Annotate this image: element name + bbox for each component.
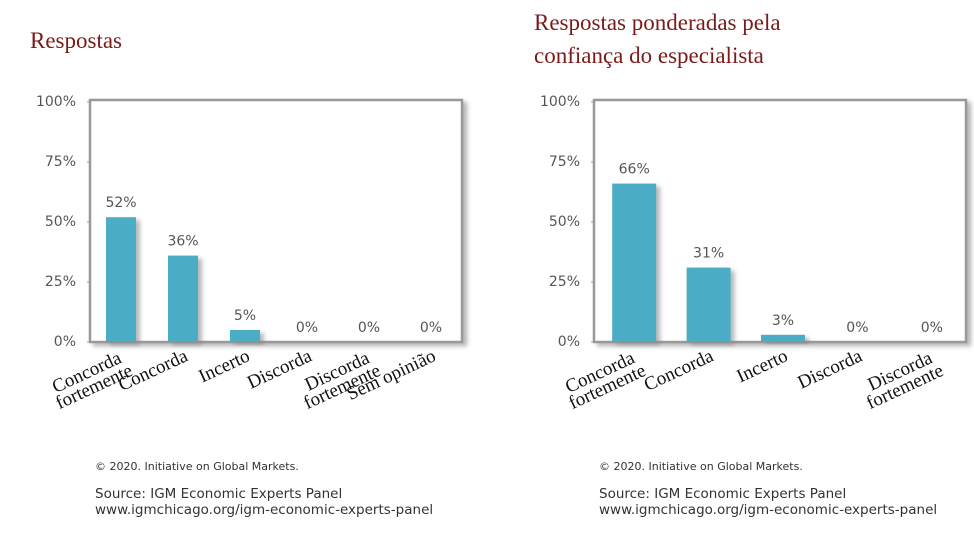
- bar: [106, 217, 136, 342]
- bar: [168, 255, 198, 342]
- chart-title: Respostas: [30, 28, 122, 53]
- chart-title: Respostas ponderadas pela confiança do e…: [534, 10, 786, 68]
- x-tick-label: Incerto: [733, 345, 791, 387]
- value-label: 0%: [921, 320, 943, 336]
- y-tick-label: 0%: [54, 334, 76, 350]
- value-label: 5%: [234, 308, 256, 324]
- y-tick-label: 25%: [549, 274, 580, 290]
- bar: [612, 183, 657, 342]
- source: Source: IGM Economic Experts Panel www.i…: [95, 486, 434, 518]
- y-tick-label: 50%: [45, 214, 76, 230]
- y-tick-label: 75%: [45, 154, 76, 170]
- y-tick-label: 25%: [45, 274, 76, 290]
- plot-box: [88, 98, 464, 344]
- x-tick-label: Concorda: [641, 345, 717, 395]
- y-tick-label: 50%: [549, 214, 580, 230]
- value-label: 36%: [167, 234, 198, 250]
- value-label: 0%: [296, 320, 318, 336]
- y-tick-label: 0%: [558, 334, 580, 350]
- value-label: 0%: [846, 320, 868, 336]
- value-label: 0%: [420, 320, 442, 336]
- value-label: 3%: [772, 313, 794, 329]
- value-label: 66%: [619, 162, 650, 178]
- bar: [686, 267, 731, 342]
- x-tick-label: Concorda fortemente: [559, 345, 649, 413]
- copyright: © 2020. Initiative on Global Markets.: [599, 460, 803, 473]
- source: Source: IGM Economic Experts Panel www.i…: [599, 486, 938, 518]
- bar: [230, 330, 260, 342]
- bar: [761, 334, 805, 342]
- y-tick-label: 100%: [36, 94, 76, 110]
- copyright: © 2020. Initiative on Global Markets.: [95, 460, 299, 473]
- x-tick-label: Discorda: [244, 345, 316, 393]
- y-tick-label: 75%: [549, 154, 580, 170]
- x-tick-label: Concorda: [115, 345, 191, 395]
- y-tick-label: 100%: [540, 94, 580, 110]
- x-tick-label: Incerto: [195, 345, 253, 387]
- x-tick-label: Discorda: [794, 345, 866, 393]
- value-label: 52%: [105, 195, 136, 211]
- value-label: 0%: [358, 320, 380, 336]
- x-tick-label: Discorda fortemente: [856, 345, 946, 413]
- value-label: 31%: [693, 246, 724, 262]
